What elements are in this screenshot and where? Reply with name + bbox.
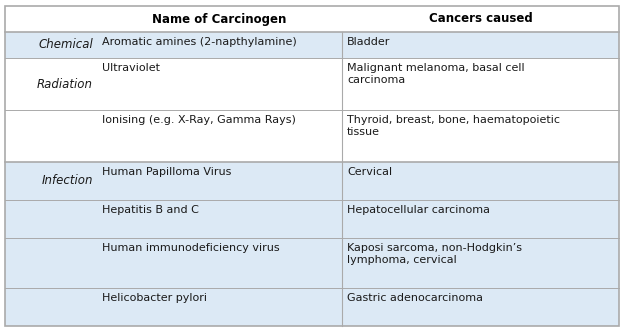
Bar — [5, 238, 619, 288]
Text: Hepatocellular carcinoma: Hepatocellular carcinoma — [347, 205, 490, 215]
Bar — [5, 200, 619, 238]
Bar — [5, 6, 619, 32]
Text: Thyroid, breast, bone, haematopoietic
tissue: Thyroid, breast, bone, haematopoietic ti… — [347, 115, 560, 136]
Text: Human Papilloma Virus: Human Papilloma Virus — [102, 167, 232, 177]
Text: Ultraviolet: Ultraviolet — [102, 63, 160, 73]
Bar — [5, 288, 619, 326]
Text: Aromatic amines (2-napthylamine): Aromatic amines (2-napthylamine) — [102, 37, 297, 47]
Text: Malignant melanoma, basal cell
carcinoma: Malignant melanoma, basal cell carcinoma — [347, 63, 525, 85]
Text: Cancers caused: Cancers caused — [429, 12, 532, 26]
Text: Helicobacter pylori: Helicobacter pylori — [102, 293, 207, 303]
Text: Name of Carcinogen: Name of Carcinogen — [152, 12, 286, 26]
Text: Ionising (e.g. X-Ray, Gamma Rays): Ionising (e.g. X-Ray, Gamma Rays) — [102, 115, 296, 125]
Text: Chemical: Chemical — [38, 38, 93, 51]
Text: Gastric adenocarcinoma: Gastric adenocarcinoma — [347, 293, 483, 303]
Text: Human immunodeficiency virus: Human immunodeficiency virus — [102, 243, 280, 253]
Text: Hepatitis B and C: Hepatitis B and C — [102, 205, 199, 215]
Bar — [5, 110, 619, 162]
Text: Bladder: Bladder — [347, 37, 391, 47]
Bar — [5, 32, 619, 58]
Text: Radiation: Radiation — [37, 77, 93, 91]
Text: Infection: Infection — [42, 174, 93, 188]
Text: Cervical: Cervical — [347, 167, 392, 177]
Bar — [5, 162, 619, 200]
Text: Kaposi sarcoma, non-Hodgkin’s
lymphoma, cervical: Kaposi sarcoma, non-Hodgkin’s lymphoma, … — [347, 243, 522, 265]
Bar — [5, 6, 619, 32]
Bar — [5, 58, 619, 110]
